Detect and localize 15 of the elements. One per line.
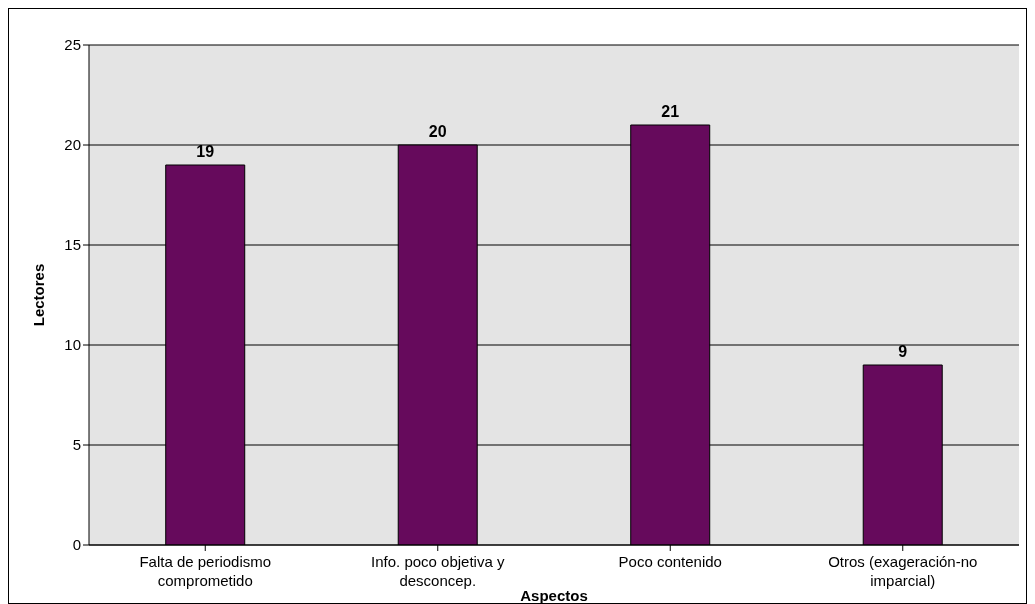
x-tick-label: Otros (exageración-no imparcial)	[828, 553, 978, 589]
y-tick-label: 20	[64, 136, 81, 154]
data-label: 9	[898, 343, 908, 360]
y-tick-label: 25	[64, 36, 81, 54]
y-tick-label: 15	[64, 236, 81, 254]
x-tick-label: Info. poco objetiva y desconcep.	[371, 553, 505, 589]
y-axis-title: Lectores	[30, 263, 48, 327]
x-tick-label: Poco contenido	[618, 553, 722, 570]
y-tick-label: 10	[64, 336, 81, 354]
y-tick-label: 0	[72, 536, 81, 554]
x-tick-label: Falta de periodismo comprometido	[139, 553, 272, 589]
data-label: 21	[661, 103, 680, 120]
data-label: 19	[196, 143, 215, 160]
y-tick-label: 5	[72, 436, 81, 454]
data-label: 20	[428, 123, 447, 140]
